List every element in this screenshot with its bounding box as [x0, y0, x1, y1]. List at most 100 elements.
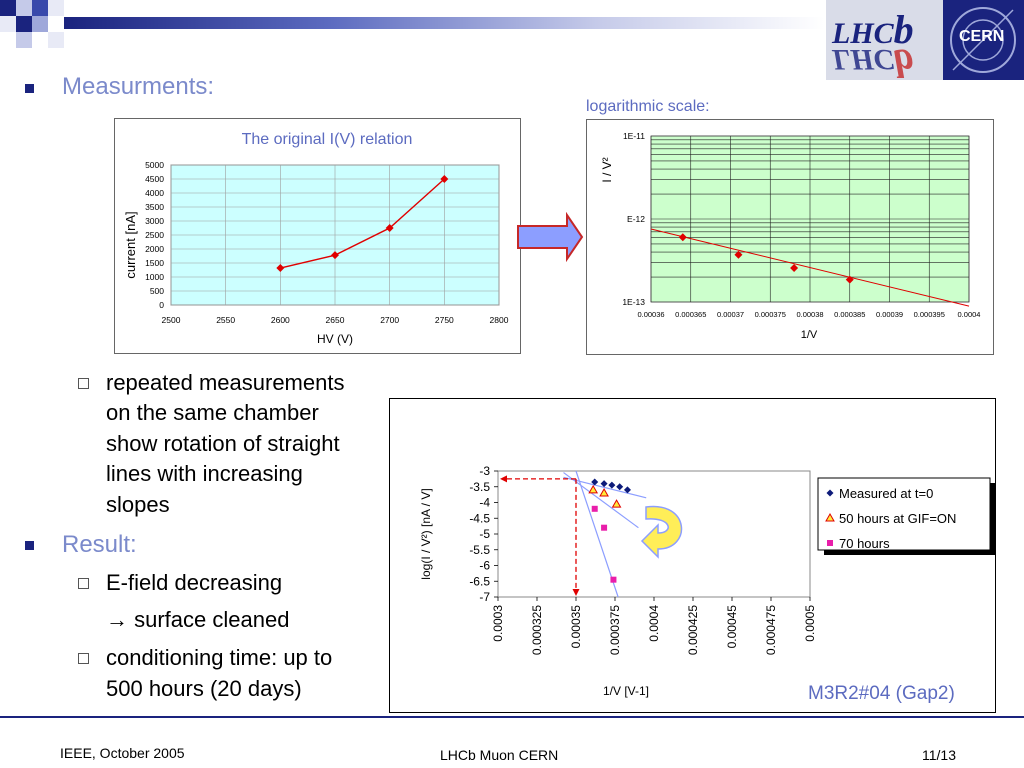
data-point: [610, 576, 617, 583]
fit-line: [650, 228, 970, 307]
legend-marker: [826, 489, 834, 497]
arrowhead: [500, 475, 507, 483]
right-arrow-icon: [517, 212, 584, 262]
footer-page-number: 11/13: [922, 747, 956, 763]
bullet-hollow-icon: [78, 578, 89, 589]
arrowhead: [572, 589, 580, 596]
legend-marker: [825, 512, 835, 522]
footer-center: LHCb Muon CERN: [440, 747, 559, 763]
chamber-label: M3R2#04 (Gap2): [808, 683, 955, 704]
y-tick-label: 2000: [145, 244, 164, 254]
decor-square: [0, 16, 16, 32]
rotation-arrow-icon: [640, 505, 683, 559]
y-tick-label: 3500: [145, 202, 164, 212]
y-tick-label: -6: [479, 559, 490, 573]
data-point: [588, 484, 599, 494]
data-point: [331, 251, 339, 260]
x-tick-label: 0.000475: [764, 605, 778, 655]
data-point: [790, 263, 799, 272]
bullet-square-icon: [25, 84, 34, 93]
x-tick-label: 0.00035: [569, 605, 583, 649]
x-tick-label: 0.0004: [647, 605, 661, 642]
chart-rotation: -3 -3.5 -4-4.5 -5 -5.5 -6-6.5 -70.0003 0.000325…: [419, 464, 996, 698]
y-axis-label: log(I / V²) [nA / V]: [419, 488, 433, 579]
chart-log: 0.00036 0.000365 0.00037 0.000375 0.00038 0.0…: [600, 131, 980, 341]
y-tick-label: 2500: [145, 230, 164, 240]
y-tick-label: 1500: [145, 258, 164, 268]
data-point: [678, 233, 687, 242]
x-tick-label: 2600: [271, 315, 290, 325]
x-tick-label: 0.000375: [755, 310, 786, 319]
footer-divider: [0, 716, 1024, 718]
x-tick-label: 0.000375: [608, 605, 622, 655]
sub-bullet-line: show rotation of straight: [106, 431, 340, 456]
y-tick-label: 1E-13: [622, 297, 645, 307]
x-tick-label: 2650: [326, 315, 345, 325]
lhcb-logo: LHCb LHCb: [826, 0, 943, 86]
x-tick-label: 0.000365: [675, 310, 706, 319]
x-tick-label: 0.00045: [725, 605, 739, 649]
y-tick-label: -4: [479, 496, 490, 510]
legend-label: Measured at t=0: [839, 486, 933, 501]
x-axis-label: HV (V): [317, 332, 353, 346]
x-tick-label: 0.00038: [796, 310, 823, 319]
decor-square: [32, 0, 48, 16]
chart-rotation-frame: -3 -3.5 -4 -4.5 -5 -5.5 -6 -6.5 -7 0.0003 0.000325…: [389, 398, 996, 713]
sub-bullet-line: slopes: [106, 492, 170, 517]
legend-label: 50 hours at GIF=ON: [839, 511, 956, 526]
y-tick-label: 0: [159, 300, 164, 310]
y-tick-label: 3000: [145, 216, 164, 226]
chart-title: The original I(V) relation: [242, 131, 413, 148]
data-point: [845, 275, 854, 284]
decor-square: [0, 0, 16, 16]
x-tick-label: 0.000395: [914, 310, 945, 319]
x-tick-label: 0.000385: [834, 310, 865, 319]
header-bar: [64, 17, 824, 29]
decor-square: [32, 16, 48, 32]
footer-left: IEEE, October 2005: [60, 745, 185, 761]
x-tick-label: 2750: [435, 315, 454, 325]
data-point: [591, 505, 598, 512]
x-axis-label: 1/V [V-1]: [603, 684, 649, 698]
decor-square: [48, 0, 64, 16]
y-tick-label: -6.5: [469, 574, 490, 588]
data-point: [616, 483, 624, 491]
trend-line: [575, 470, 619, 598]
heading-result: Result:: [62, 531, 137, 558]
x-tick-label: 2500: [162, 315, 181, 325]
data-point: [440, 175, 449, 183]
legend-marker: [827, 540, 833, 546]
sub-bullet-line: lines with increasing: [106, 461, 303, 486]
y-tick-label: -5.5: [469, 543, 490, 557]
legend-box: [817, 477, 991, 551]
y-tick-label: 4000: [145, 188, 164, 198]
data-point: [600, 480, 608, 488]
chart-log-frame: 0.00036 0.000365 0.00037 0.000375 0.00038 0.0…: [586, 119, 994, 355]
x-tick-label: 2550: [216, 315, 235, 325]
chart-iv: 0 500 1000 1500 2000 2500 3000 3500 4000 4500 5000…: [123, 131, 509, 346]
y-tick-label: 5000: [145, 160, 164, 170]
y-axis-label: I / V²: [600, 157, 614, 182]
data-point: [601, 524, 608, 531]
sub-bullet-line: E-field decreasing: [106, 570, 283, 595]
sub-bullet-line: on the same chamber: [106, 400, 319, 425]
y-tick-label: E-12: [627, 214, 645, 224]
y-tick-label: -5: [479, 527, 490, 541]
x-tick-label: 2700: [380, 315, 399, 325]
decor-square: [48, 32, 64, 48]
y-tick-label: -7: [479, 590, 490, 604]
y-tick-label: 1E-11: [623, 131, 645, 141]
data-point: [599, 488, 609, 497]
cern-logo: CERN: [943, 0, 1024, 80]
cern-emblem-icon: [950, 7, 1016, 73]
x-tick-label: 0.000325: [530, 605, 544, 655]
y-tick-label: 1000: [145, 272, 164, 282]
data-point: [623, 486, 631, 494]
data-point: [734, 250, 743, 259]
sub-bullet-line: conditioning time: up to: [106, 645, 333, 670]
data-point: [611, 499, 622, 508]
data-point: [385, 224, 394, 232]
y-tick-label: -3: [479, 464, 490, 478]
y-tick-label: -4.5: [469, 511, 490, 525]
x-tick-label: 0.00039: [876, 310, 903, 319]
